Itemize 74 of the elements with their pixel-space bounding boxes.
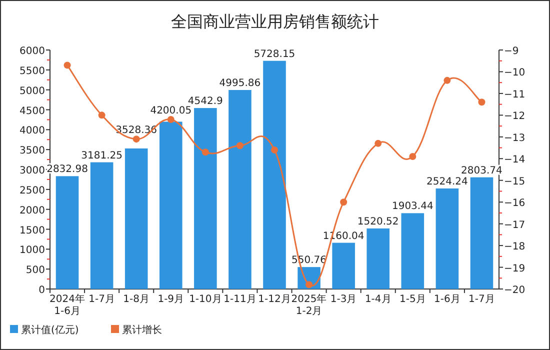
y-tick-label: 5500: [20, 66, 45, 77]
x-tick-label: 1-4月: [364, 294, 392, 305]
y-tick-label: 4500: [20, 106, 45, 117]
y2-tick-label: −20: [504, 285, 526, 296]
y-tick-label: 1500: [20, 225, 45, 236]
data-label: 4200.05: [150, 106, 192, 117]
y2-tick-label: −9: [504, 46, 519, 57]
y2-tick-label: −14: [504, 154, 526, 166]
data-label: 5728.15: [254, 48, 296, 60]
data-label: 2524.24: [426, 176, 468, 188]
x-tick-label: 2024年 1-6月: [50, 293, 85, 317]
point: [306, 281, 313, 288]
y-tick-label: 0: [38, 285, 45, 296]
y-tick-label: 1000: [20, 245, 45, 256]
bar: [366, 228, 390, 289]
y2-tick-label: −16: [504, 198, 526, 210]
y2-tick-label: −13: [504, 132, 526, 144]
point: [409, 152, 416, 160]
point: [167, 116, 174, 124]
data-label: 4995.86: [219, 78, 261, 89]
x-tick-label: 1-7月: [88, 294, 115, 305]
y2-tick-label: −17: [504, 220, 526, 231]
y-tick-label: 500: [26, 265, 45, 276]
bar: [56, 176, 79, 289]
x-tick-label: 1-9月: [158, 294, 184, 305]
y2-tick-label: −10: [504, 68, 526, 79]
point: [132, 136, 140, 143]
data-label: 1903.44: [392, 201, 434, 212]
y-tick-label: 4000: [20, 126, 45, 137]
point: [236, 142, 244, 150]
data-label: 4542.9: [188, 96, 223, 108]
x-tick-label: 1-8月: [123, 294, 150, 305]
bar: [90, 162, 114, 289]
y2-tick-label: −18: [504, 242, 526, 253]
y2-tick-label: −19: [504, 263, 526, 274]
bar: [159, 122, 182, 289]
point: [202, 148, 209, 156]
y2-tick-label: −12: [504, 111, 526, 122]
point: [340, 198, 348, 206]
bar: [124, 148, 148, 289]
bar: [401, 213, 424, 289]
x-tick-label: 1-10月: [189, 294, 222, 305]
y2-tick-label: −11: [504, 89, 526, 100]
y-tick-label: 5000: [20, 86, 45, 97]
data-label: 1520.52: [357, 216, 399, 228]
x-tick-label: 1-6月: [434, 294, 460, 305]
legend-label: 累计增长: [122, 324, 162, 336]
y-tick-label: 3000: [20, 166, 45, 176]
y-tick-label: 2500: [20, 185, 45, 196]
x-tick-label: 1-7月: [468, 294, 495, 305]
bar: [332, 242, 355, 289]
x-tick-label: 1-3月: [330, 294, 357, 305]
point: [271, 146, 278, 154]
legend-label: 累计值(亿元): [21, 324, 79, 336]
x-tick-label: 1-12月: [258, 294, 291, 305]
data-label: 3181.25: [81, 150, 122, 162]
point: [478, 98, 486, 106]
x-tick-label: 2025年 1-2月: [291, 293, 327, 317]
x-tick-label: 1-5月: [399, 294, 426, 305]
bar: [436, 188, 459, 289]
bar: [228, 90, 252, 289]
y-tick-label: 3500: [20, 146, 45, 157]
point: [98, 112, 106, 119]
y2-tick-label: −15: [504, 176, 526, 188]
y-tick-label: 6000: [20, 46, 45, 57]
chart-title: 全国商业营业用房销售额统计: [171, 12, 379, 31]
bar: [194, 108, 217, 289]
x-tick-label: 1-11月: [224, 294, 256, 305]
y-tick-label: 2000: [20, 205, 45, 216]
point: [374, 140, 382, 147]
bar: [263, 60, 286, 289]
point: [444, 76, 451, 84]
bar: [470, 177, 494, 289]
point: [64, 62, 71, 69]
